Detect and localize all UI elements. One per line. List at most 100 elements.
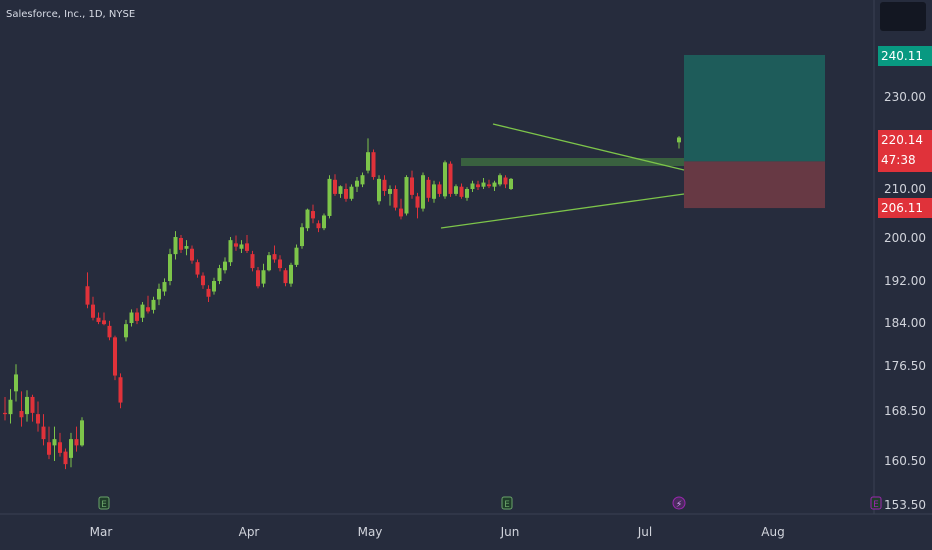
candle-body [459,186,464,197]
candle-body [206,288,211,297]
candle-body [217,268,222,281]
candle-body [487,184,491,187]
candle-body [74,439,79,446]
candle-body [58,442,62,453]
candle-body [272,254,277,260]
candle-body [223,261,227,271]
x-tick-label: Apr [239,525,260,539]
candle-body [349,186,354,199]
candle-body [283,270,288,284]
resistance-band [461,158,684,166]
candle-body [470,183,475,189]
candle-body [300,227,304,247]
candle-body [129,312,134,323]
y-tick-label: 210.00 [884,182,926,196]
candle-body [173,237,178,255]
stop-price-tag: 206.11 [878,198,932,218]
candle-body [465,189,469,198]
candle-body [267,255,271,271]
candle-body [8,399,13,415]
candle-body [476,184,480,188]
current-price-value: 220.14 [881,133,923,147]
candle-body [503,177,508,185]
candle-body [289,264,293,284]
candle-body [157,288,161,300]
earnings-marker-glyph: E [504,500,510,510]
candle-body [261,270,266,284]
countdown-value: 47:38 [881,153,916,167]
candle-body [36,414,40,424]
y-tick-label: 200.00 [884,231,926,245]
x-tick-label: Mar [90,525,113,539]
candle-body [245,243,249,251]
earnings-marker [98,496,110,510]
candle-body [344,189,348,199]
candle-body [69,439,73,458]
candle-body [399,208,403,217]
earnings-marker-glyph: E [101,500,107,510]
candle-body [41,426,46,440]
candle-body [124,324,128,338]
earnings-marker [501,496,513,510]
candle-body [19,411,24,418]
candle-body [338,186,343,194]
candle-body [278,259,282,269]
triangle-lower-line [440,193,685,229]
current-price-tag: 220.14 47:38 [878,130,932,172]
candle-body [360,175,365,185]
candle-body [135,312,139,321]
candle-body [410,177,414,195]
candle-body [146,307,150,312]
candle-body [190,248,194,261]
y-tick-label: 230.00 [884,90,926,104]
candle-body [256,270,260,287]
candle-body [355,180,359,187]
candle-body [52,439,57,446]
triangle-upper-line [492,123,685,171]
candle-body [443,162,447,197]
candle-body [437,184,442,194]
candle-body [421,175,425,209]
y-tick-label: 160.50 [884,454,926,468]
candle-body [677,137,681,143]
candle-body [234,243,238,247]
candle-body [25,396,29,415]
top-right-widget[interactable] [880,2,926,31]
candle-body [118,377,123,403]
candle-body [415,196,420,208]
candle-body [333,179,337,194]
candle-body [305,209,310,229]
candle-body [327,178,332,216]
x-tick-label: May [358,525,383,539]
candle-body [107,325,112,338]
candle-body [322,215,326,229]
earnings-marker [870,496,882,510]
candle-body [102,320,106,325]
candle-body [228,240,233,263]
candle-body [47,442,51,455]
candle-body [316,223,321,229]
dividend-marker [672,496,686,510]
candle-body [404,177,409,214]
candle-body [382,179,387,191]
candle-body [113,337,117,376]
candle-body [366,152,370,171]
candle-body [184,246,189,249]
candle-body [96,317,101,322]
candle-body [432,184,436,199]
y-tick-label: 176.50 [884,359,926,373]
candle-body [498,175,502,185]
candle-body [454,186,458,194]
candle-body [393,189,398,208]
y-tick-label: 184.00 [884,316,926,330]
candle-body [492,182,497,187]
candle-body [481,182,486,187]
earnings-marker-glyph: E [873,500,879,510]
stop-zone [684,161,825,209]
candle-body [426,179,431,198]
candle-body [195,262,200,275]
chart-title: Salesforce, Inc., 1D, NYSE [6,9,136,20]
candle-body [168,254,172,281]
candle-body [448,163,453,194]
